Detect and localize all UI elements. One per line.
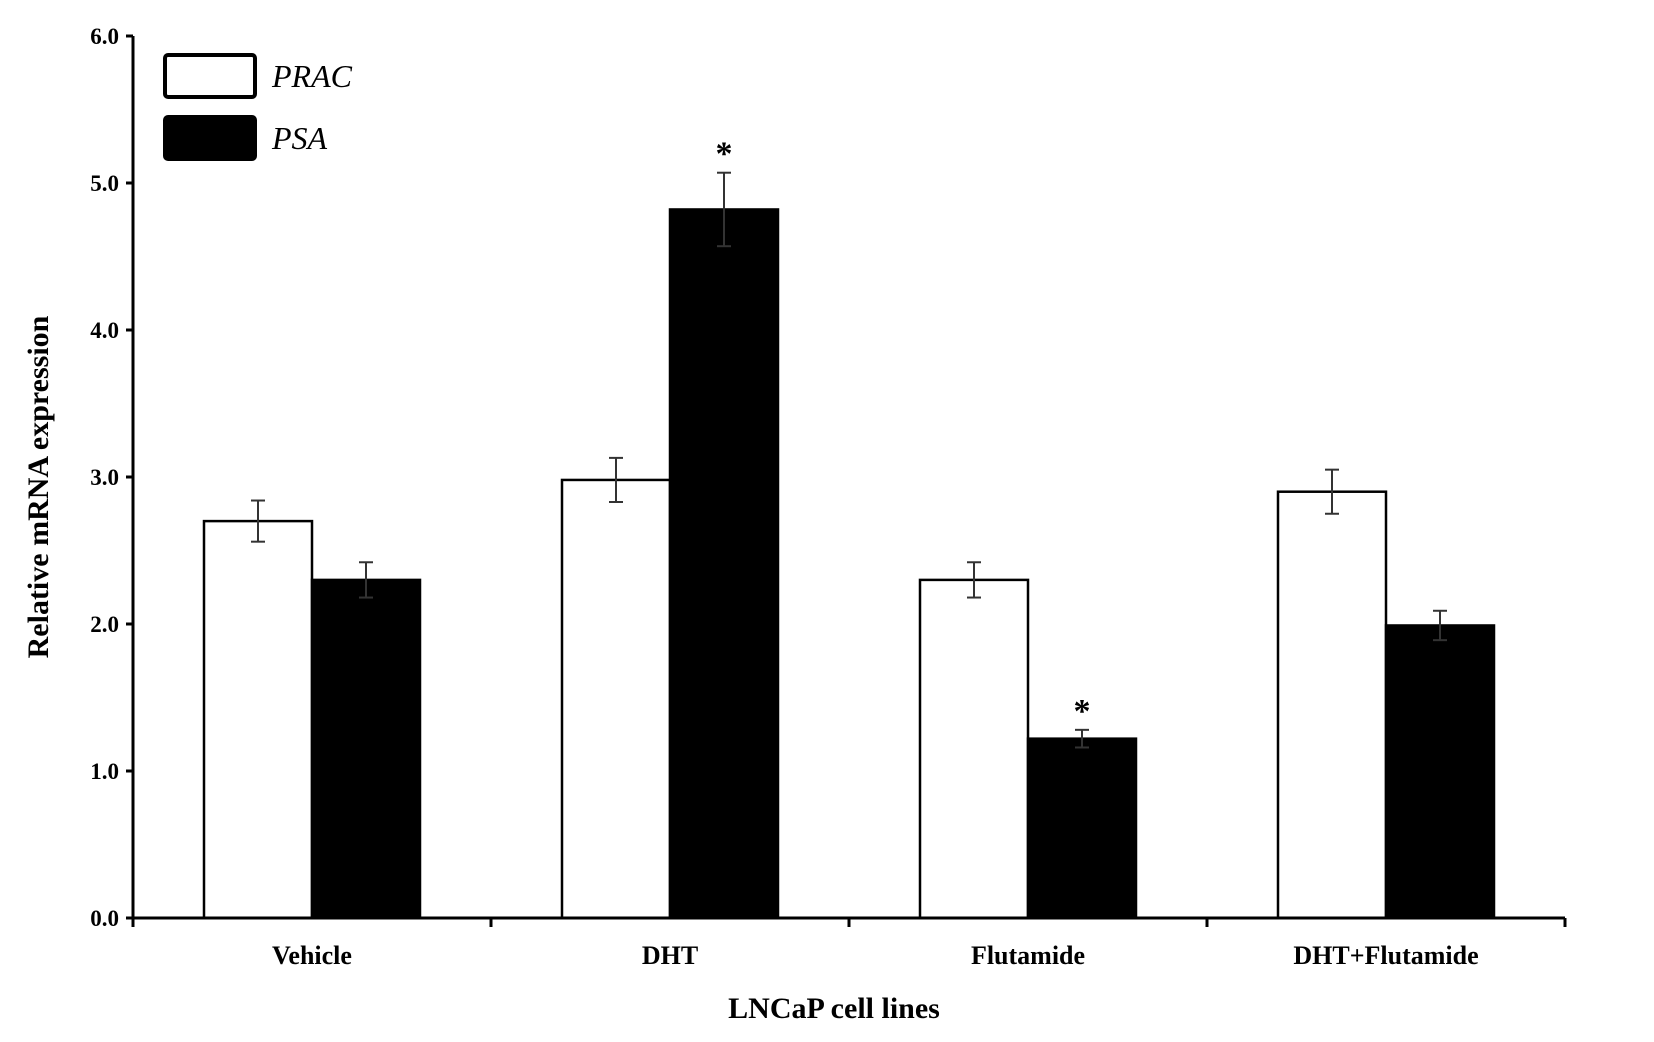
y-tick-label: 3.0 xyxy=(90,465,119,490)
error-bars xyxy=(251,171,1447,749)
bar-prac-3 xyxy=(1276,490,1388,920)
x-axis-ticks: Vehicle DHT Flutamide DHT+Flutamide xyxy=(131,918,1567,970)
bar-prac-2 xyxy=(918,578,1030,920)
bar-psa-3 xyxy=(1384,624,1496,920)
y-axis-ticks: 0.0 1.0 2.0 3.0 4.0 5.0 6.0 xyxy=(90,24,133,931)
bar-prac-0 xyxy=(202,519,314,920)
y-axis-title: Relative mRNA expression xyxy=(22,315,55,658)
y-tick-label: 4.0 xyxy=(90,318,119,343)
significance-star: * xyxy=(716,136,733,173)
y-tick-label: 5.0 xyxy=(90,171,119,196)
legend-label-prac: PRAC xyxy=(271,58,353,94)
y-tick-label: 1.0 xyxy=(90,759,119,784)
legend-swatch-prac xyxy=(163,53,257,99)
bars xyxy=(202,208,1496,920)
legend: PRAC PSA xyxy=(163,53,353,161)
y-tick-label: 6.0 xyxy=(90,24,119,49)
bar-psa-0 xyxy=(310,578,422,920)
bar-prac-1 xyxy=(560,478,672,920)
legend-swatch-psa xyxy=(163,115,257,161)
x-tick-label: Vehicle xyxy=(272,941,352,970)
significance-markers: ** xyxy=(716,136,1091,730)
legend-label-psa: PSA xyxy=(271,120,328,156)
x-tick-label: Flutamide xyxy=(971,941,1085,970)
x-axis-title: LNCaP cell lines xyxy=(728,992,940,1025)
x-tick-label: DHT xyxy=(642,941,698,970)
x-tick-label: DHT+Flutamide xyxy=(1293,941,1478,970)
bar-psa-2 xyxy=(1026,737,1138,920)
significance-star: * xyxy=(1074,693,1091,730)
y-tick-label: 0.0 xyxy=(90,906,119,931)
bar-psa-1 xyxy=(668,208,780,920)
y-tick-label: 2.0 xyxy=(90,612,119,637)
